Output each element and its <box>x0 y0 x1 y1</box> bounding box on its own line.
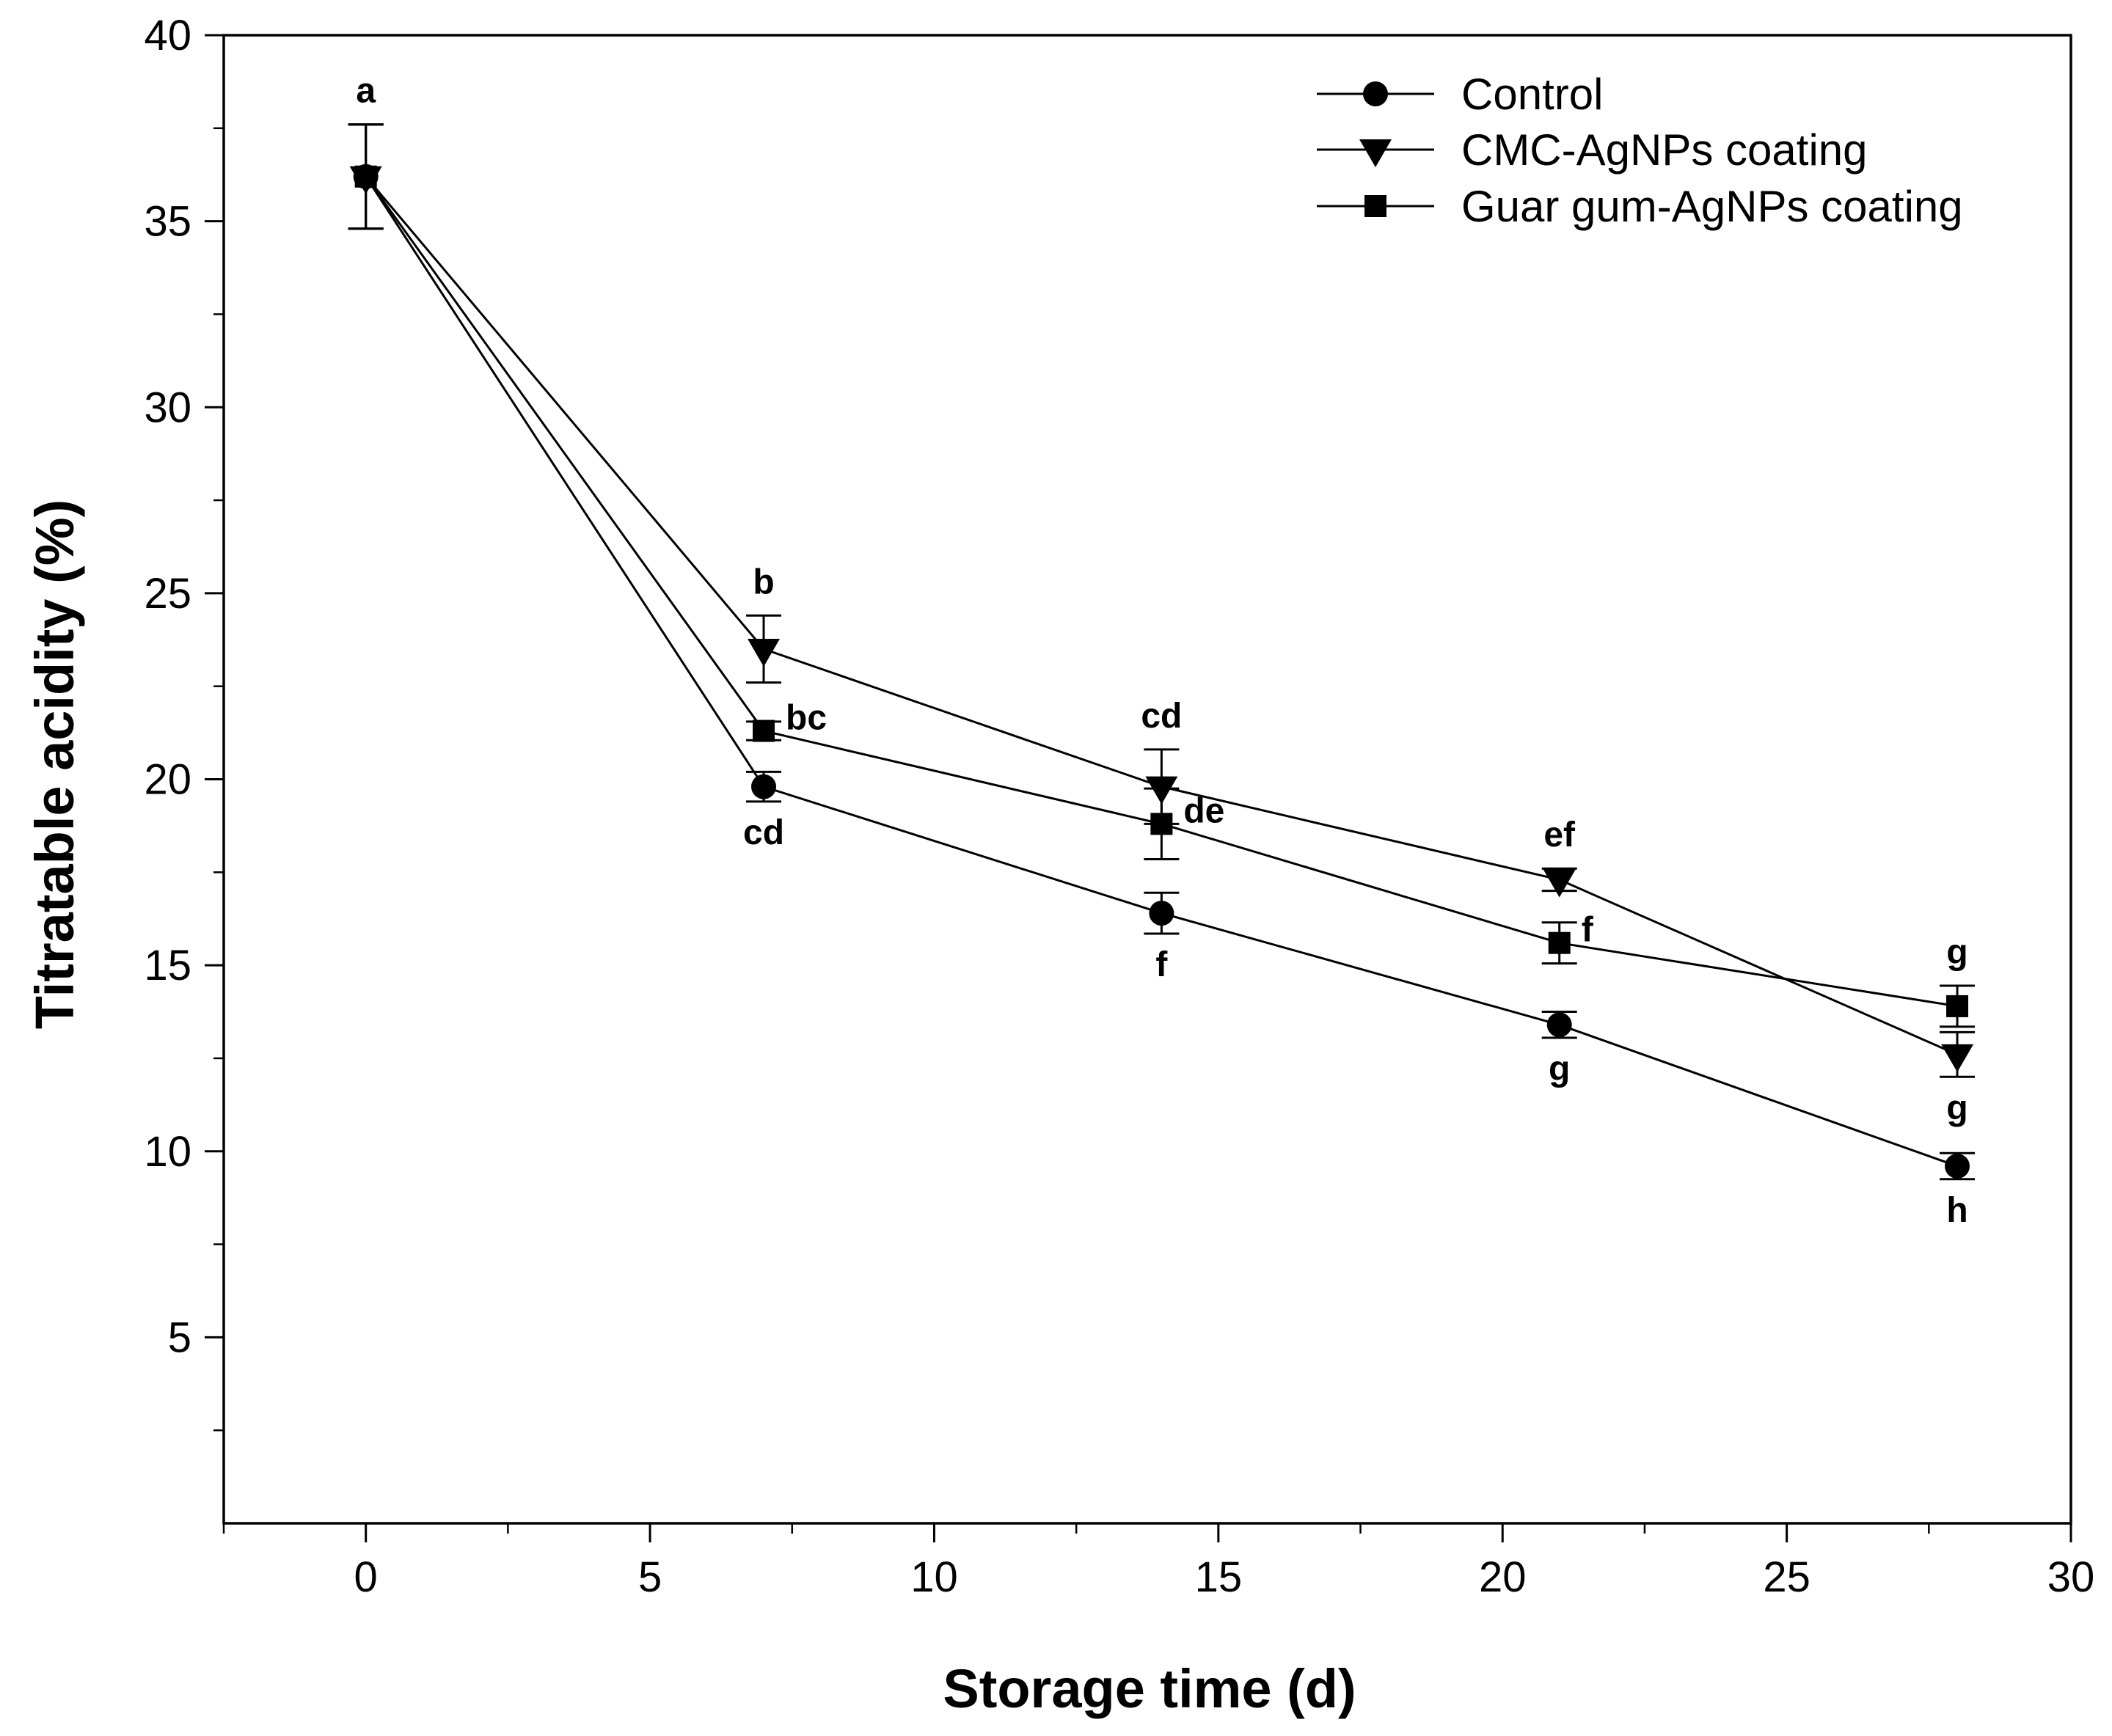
data-point <box>1543 869 1576 898</box>
data-point <box>354 165 377 188</box>
data-point <box>1546 1012 1572 1038</box>
data-series <box>348 123 1976 1181</box>
x-tick-label: 25 <box>1763 1553 1810 1601</box>
y-tick-label: 10 <box>144 1128 191 1176</box>
y-tick-label: 35 <box>144 198 191 246</box>
x-axis-title: Storage time (d) <box>943 1658 1356 1719</box>
legend-marker <box>1359 139 1392 167</box>
significance-label: de <box>1183 791 1224 830</box>
data-point <box>753 719 775 742</box>
significance-label: b <box>753 563 774 601</box>
significance-label: f <box>1155 945 1168 984</box>
significance-label: h <box>1946 1191 1967 1230</box>
y-tick-label: 40 <box>144 12 191 59</box>
legend-marker <box>1364 195 1386 217</box>
significance-label: g <box>1549 1050 1570 1088</box>
significance-label: g <box>1946 933 1967 972</box>
data-point <box>751 774 777 799</box>
data-point <box>1945 1154 1970 1179</box>
x-tick-label: 30 <box>2047 1553 2095 1601</box>
legend-marker <box>1363 81 1388 106</box>
x-tick-label: 20 <box>1479 1553 1527 1601</box>
significance-label: g <box>1946 1088 1967 1127</box>
y-tick-label: 30 <box>144 384 191 431</box>
legend-item: Control <box>1317 70 1603 119</box>
significance-label: f <box>1582 911 1594 950</box>
significance-label: a <box>356 72 376 111</box>
y-tick-label: 5 <box>168 1314 191 1361</box>
y-tick-label: 20 <box>144 756 191 804</box>
x-tick-label: 10 <box>910 1553 958 1601</box>
legend: Control CMC-AgNPs coating Guar gum-AgNPs c… <box>1317 70 1963 231</box>
x-tick-label: 15 <box>1195 1553 1243 1601</box>
data-point <box>1548 931 1571 954</box>
data-point <box>748 638 781 667</box>
significance-label: ef <box>1543 816 1576 854</box>
significance-label: cd <box>1141 697 1182 736</box>
axes: 0 5 10 15 20 25 30 5 10 15 20 25 30 35 40 <box>144 12 2094 1601</box>
data-point <box>1946 995 1969 1017</box>
significance-label: bc <box>786 699 827 738</box>
legend-label: CMC-AgNPs coating <box>1461 125 1868 175</box>
x-tick-label: 5 <box>638 1553 662 1601</box>
x-tick-label: 0 <box>354 1553 378 1601</box>
y-axis-title: Titratable acidity (%) <box>24 499 85 1029</box>
legend-item: Guar gum-AgNPs coating <box>1317 182 1963 231</box>
data-point <box>1150 813 1173 835</box>
y-tick-label: 25 <box>144 570 191 618</box>
data-point <box>1941 1044 1974 1072</box>
data-point <box>1145 776 1178 805</box>
data-point <box>1149 901 1174 926</box>
legend-label: Guar gum-AgNPs coating <box>1461 182 1963 231</box>
significance-label: cd <box>743 813 784 852</box>
legend-item: CMC-AgNPs coating <box>1317 125 1868 175</box>
legend-label: Control <box>1461 70 1603 119</box>
y-tick-label: 15 <box>144 942 191 989</box>
